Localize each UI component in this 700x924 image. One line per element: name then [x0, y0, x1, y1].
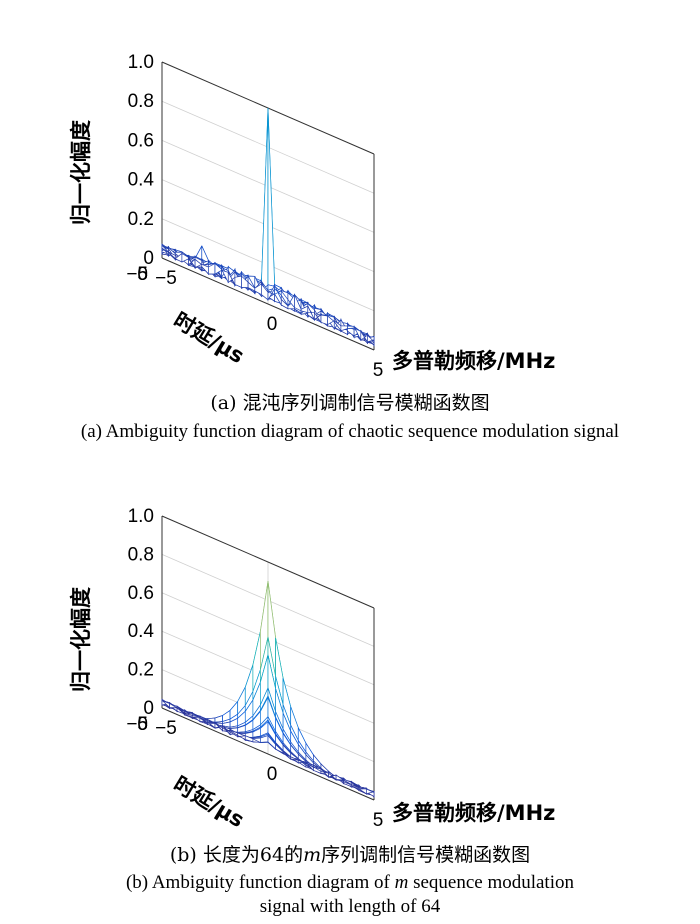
surface-mesh-b	[161, 581, 375, 798]
y-tick-label: 5	[137, 264, 148, 285]
caption-en-b-line2: signal with length of 64	[259, 896, 441, 917]
surface-plot-a: 00.20.40.60.81.0 −505 −505 归一化幅度 时延/μs 多…	[69, 52, 555, 381]
caption-cn-b-m: m	[303, 844, 322, 866]
z-ticks-a: 0 0.2 0.4 0.6 0.8 1.0	[128, 52, 155, 269]
z-ticks-b: 0 0.2 0.4 0.6 0.8 1.0	[128, 506, 155, 719]
surface-plot-b: 00.20.40.60.81.0 −505 −505 归一化幅度 时延/μs 多…	[69, 506, 555, 833]
z-tick-label: 1.0	[128, 52, 154, 73]
z-tick-label: 0.8	[128, 544, 154, 565]
surface-cell	[234, 275, 242, 288]
x-tick-label: 0	[267, 764, 278, 785]
surface-mesh-a	[161, 107, 375, 347]
y-ticks-b: −505	[126, 714, 148, 735]
surface-cell	[347, 325, 355, 329]
caption-cn-b-post: 序列调制信号模糊函数图	[321, 844, 531, 866]
caption-cn-b: (b) 长度为64的m序列调制信号模糊函数图	[0, 840, 700, 867]
y-tick-label: 0	[137, 264, 148, 285]
z-tick-label: 0.6	[128, 583, 154, 604]
z-axis-label: 归一化幅度	[69, 587, 93, 692]
caption-cn-b-pre: (b) 长度为64的	[169, 844, 304, 866]
y-axis-label: 时延/μs	[169, 308, 248, 369]
z-tick-label: 0.6	[128, 130, 154, 151]
caption-en-a: (a) Ambiguity function diagram of chaoti…	[80, 421, 620, 442]
y-tick-label: −5	[126, 264, 148, 285]
axis-edge	[161, 257, 375, 351]
surface-cell	[168, 251, 176, 259]
y-tick-label: 0	[137, 714, 148, 735]
surface-cell	[320, 314, 328, 326]
surface-cell	[366, 788, 375, 793]
axis-edge	[161, 707, 375, 801]
z-tick-label: 0.2	[128, 209, 154, 230]
x-tick-label: −5	[155, 718, 177, 739]
surface-cell	[261, 107, 269, 298]
z-tick-label: 0.4	[128, 170, 155, 191]
z-tick-label: 0.4	[128, 621, 155, 642]
z-tick-label: 0.2	[128, 660, 154, 681]
z-tick-label: 0.8	[128, 91, 154, 112]
caption-cn-a: (a) 混沌序列调制信号模糊函数图	[210, 392, 490, 414]
x-tick-label: −5	[155, 268, 177, 289]
z-tick-label: 1.0	[128, 506, 154, 527]
chart-panel-a: 0 0.2 0.4 0.6 0.8 1.0 −5 0 5 −5 0 5 归一化幅度 时延/μs 多…	[69, 52, 620, 442]
caption-en-b-m: m	[394, 872, 409, 893]
x-tick-label: 5	[373, 360, 384, 381]
x-tick-label: 0	[267, 314, 278, 335]
z-tick-label: 0	[143, 698, 154, 719]
surface-cell	[214, 715, 223, 723]
surface-cell	[335, 774, 345, 781]
axis-edge	[161, 515, 375, 609]
y-tick-label: −5	[126, 714, 148, 735]
surface-cell	[367, 334, 375, 343]
y-ticks-a: −505	[126, 264, 148, 285]
x-tick-label: 5	[373, 810, 384, 831]
y-tick-label: 5	[137, 714, 148, 735]
surface-cell	[169, 702, 178, 709]
chart-panel-b: 0 0.2 0.4 0.6 0.8 1.0 −5 0 5 −5 0 5 归一化幅度 时延/μs 多…	[0, 470, 700, 924]
z-tick-label: 0	[143, 248, 154, 269]
caption-en-b-post: sequence modulation	[408, 872, 574, 893]
caption-en-b-pre: (b) Ambiguity function diagram of	[125, 872, 395, 893]
surface-cell	[260, 741, 269, 743]
z-axis-label: 归一化幅度	[69, 120, 93, 225]
x-ticks-b: −5 0 5	[155, 718, 383, 831]
x-ticks-a: −5 0 5	[155, 268, 383, 381]
surface-cell	[237, 734, 246, 740]
x-axis-label: 多普勒频移/MHz	[392, 801, 555, 825]
surface-cell	[207, 722, 216, 724]
surface-cell	[267, 107, 275, 298]
x-axis-label: 多普勒频移/MHz	[392, 349, 555, 373]
caption-en-b: (b) Ambiguity function diagram of m sequ…	[0, 871, 700, 895]
y-axis-label: 时延/μs	[169, 772, 248, 833]
